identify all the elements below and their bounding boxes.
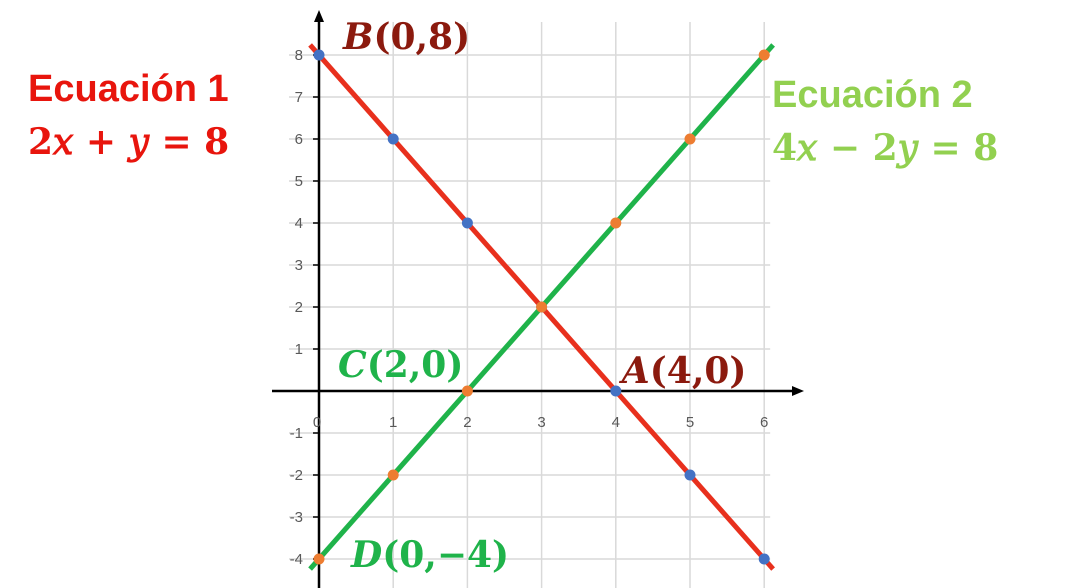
- y-tick-label: -4: [290, 551, 303, 568]
- y-tick-label: 5: [295, 173, 303, 190]
- series-2-point: [461, 385, 473, 397]
- series-2-point: [610, 217, 622, 229]
- y-tick-label: 8: [295, 47, 303, 64]
- point-label-d: D(0,−4): [350, 534, 509, 576]
- point-label-a: A(4,0): [619, 350, 747, 392]
- x-tick-label: 0: [313, 414, 321, 431]
- x-tick-label: 2: [463, 414, 471, 431]
- equation2-title: Ecuación 2: [772, 74, 973, 116]
- y-tick-label: -3: [290, 509, 303, 526]
- equation2-formula: 4𝑥 − 2𝑦 = 8: [772, 127, 999, 169]
- y-axis-arrow: [314, 10, 324, 22]
- y-tick-label: 6: [295, 131, 303, 148]
- equation1-title: Ecuación 1: [28, 68, 229, 110]
- series-2-point: [758, 49, 770, 61]
- point-label-b: B(0,8): [342, 16, 470, 58]
- y-tick-label: 3: [295, 257, 303, 274]
- y-tick-label: 4: [295, 215, 303, 232]
- series-2-point: [684, 133, 696, 145]
- x-tick-label: 5: [686, 414, 694, 431]
- y-tick-label: 1: [295, 341, 303, 358]
- y-tick-label: 7: [295, 89, 303, 106]
- y-tick-label: -1: [290, 425, 303, 442]
- x-tick-label: 6: [760, 414, 768, 431]
- series-1-point: [313, 49, 325, 61]
- series-1-point: [684, 469, 696, 481]
- series-1-point: [610, 385, 622, 397]
- x-axis-arrow: [792, 386, 804, 396]
- y-tick-label: 2: [295, 299, 303, 316]
- series-1-point: [387, 133, 399, 145]
- equation1-formula: 2𝑥 + 𝑦 = 8: [28, 121, 230, 163]
- series-1-point: [758, 553, 770, 565]
- x-tick-label: 4: [612, 414, 620, 431]
- y-tick-label: -2: [290, 467, 303, 484]
- series-1-point: [461, 217, 473, 229]
- series-2-point: [313, 553, 325, 565]
- series-2-point: [536, 301, 548, 313]
- series-2-point: [387, 469, 399, 481]
- x-tick-label: 3: [537, 414, 545, 431]
- x-tick-label: 1: [389, 414, 397, 431]
- point-label-c: C(2,0): [338, 344, 463, 386]
